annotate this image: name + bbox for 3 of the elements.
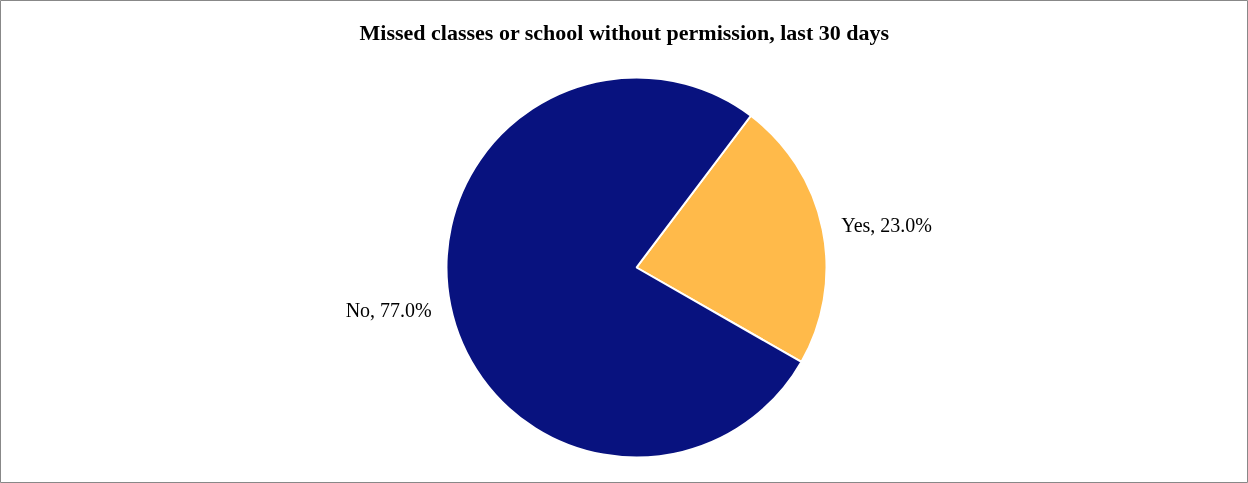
slice-label: Yes, 23.0%: [841, 214, 932, 237]
slice-label: No, 77.0%: [345, 298, 432, 321]
chart-title: Missed classes or school without permission, last 30 days: [359, 20, 890, 45]
